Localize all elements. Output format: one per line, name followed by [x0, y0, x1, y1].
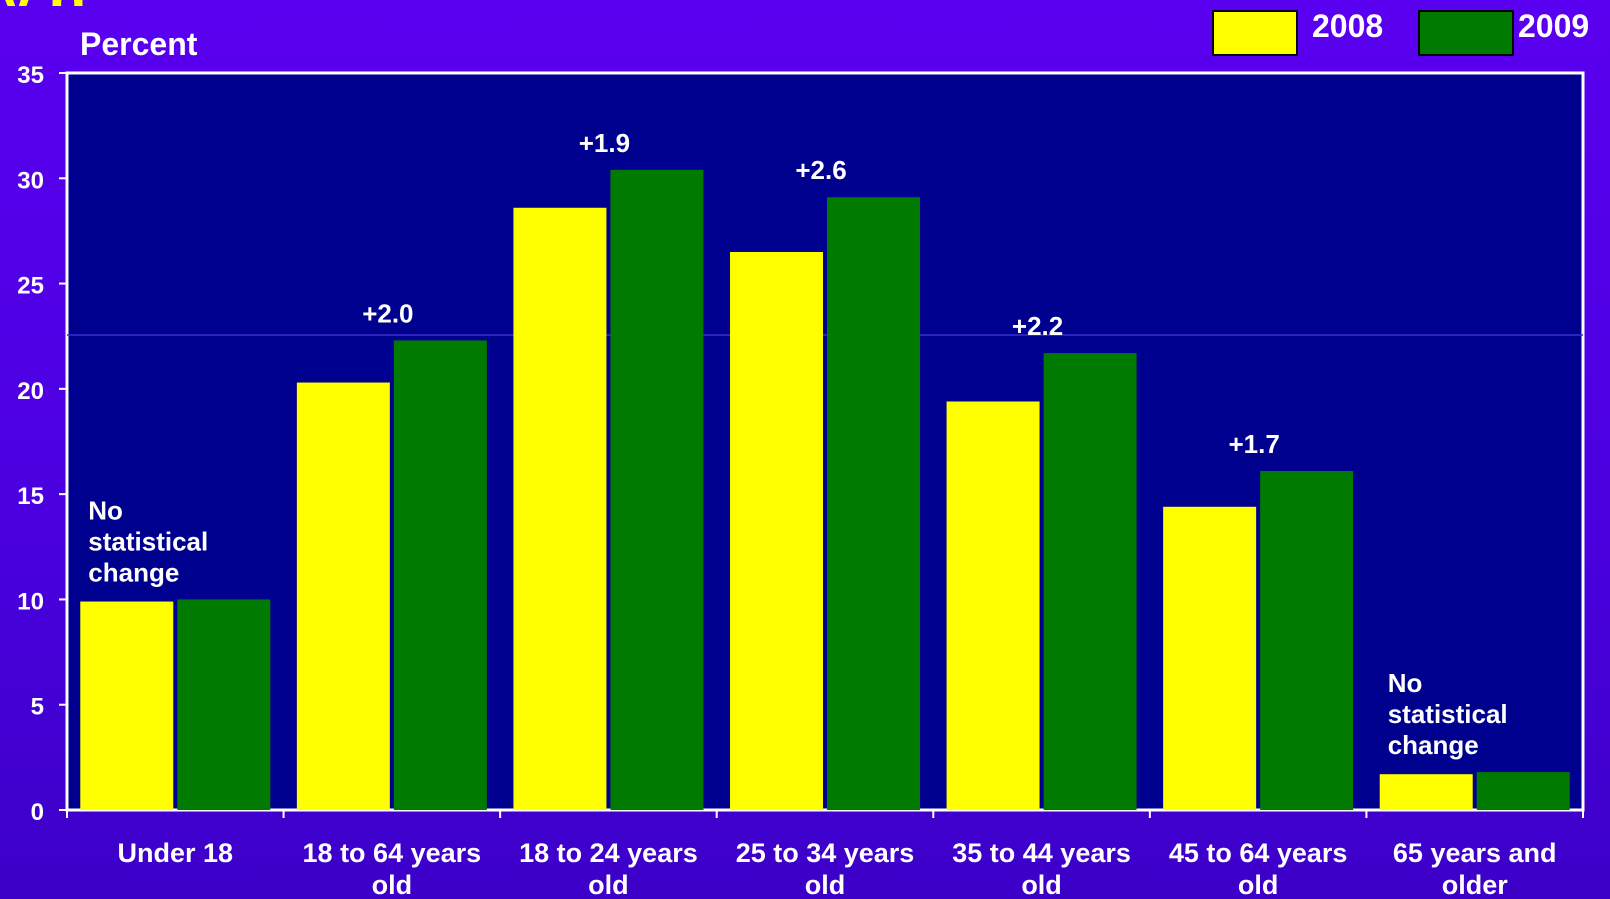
bar-2008-0	[80, 601, 174, 810]
no-change-label: No	[1388, 668, 1423, 698]
x-tick-label: 18 to 64 years	[303, 838, 482, 868]
x-tick-label: 45 to 64 years	[1169, 838, 1348, 868]
no-change-label: No	[88, 495, 123, 525]
x-tick-label: 35 to 44 years	[952, 838, 1131, 868]
y-tick-label: 10	[17, 588, 44, 615]
y-tick-label: 30	[17, 167, 44, 194]
no-change-label: change	[1388, 730, 1479, 760]
no-change-label: statistical	[88, 526, 208, 556]
x-tick-label: 18 to 24 years	[519, 838, 698, 868]
x-tick-label: old	[372, 870, 413, 899]
change-label: +2.2	[1012, 311, 1063, 341]
y-tick-label: 35	[17, 62, 44, 89]
bar-2008-2	[513, 207, 607, 810]
change-label: +2.6	[795, 155, 846, 185]
bar-2009-4	[1043, 353, 1137, 810]
bar-2009-5	[1260, 470, 1354, 810]
legend-label-2009: 2009	[1518, 8, 1590, 44]
y-tick-label: 25	[17, 273, 44, 300]
bar-2009-3	[827, 197, 920, 811]
title-fragment: y g	[0, 0, 220, 6]
bar-2009-6	[1476, 772, 1570, 810]
x-tick-label: 25 to 34 years	[736, 838, 915, 868]
legend-swatch-2009	[1418, 10, 1514, 56]
bar-2008-3	[730, 251, 823, 810]
x-tick-label: older	[1442, 870, 1509, 899]
bar-2008-5	[1163, 506, 1257, 810]
no-change-label: statistical	[1388, 699, 1508, 729]
x-tick-label: old	[1021, 870, 1062, 899]
y-tick-label: 5	[31, 694, 44, 721]
title-fragment-text: y g	[0, 0, 87, 6]
legend-label-2008: 2008	[1312, 8, 1384, 44]
bar-2009-1	[393, 340, 487, 810]
x-tick-label: old	[805, 870, 846, 899]
x-tick-label: 65 years and	[1393, 838, 1557, 868]
change-label: +1.7	[1228, 429, 1279, 459]
x-tick-label: Under 18	[118, 838, 234, 868]
y-axis-label: Percent	[80, 26, 198, 62]
bar-2008-6	[1379, 774, 1473, 810]
x-tick-label: old	[1238, 870, 1279, 899]
x-tick-label: old	[588, 870, 629, 899]
y-tick-label: 0	[31, 799, 44, 826]
y-tick-label: 15	[17, 483, 44, 510]
change-label: +1.9	[579, 128, 630, 158]
legend-swatch-2008	[1212, 10, 1298, 56]
change-label: +2.0	[362, 298, 413, 328]
y-tick-label: 20	[17, 378, 44, 405]
no-change-label: change	[88, 557, 179, 587]
bar-2009-0	[177, 599, 271, 810]
bar-2008-1	[296, 382, 390, 810]
bar-2009-2	[610, 169, 704, 810]
bar-2008-4	[946, 401, 1040, 810]
